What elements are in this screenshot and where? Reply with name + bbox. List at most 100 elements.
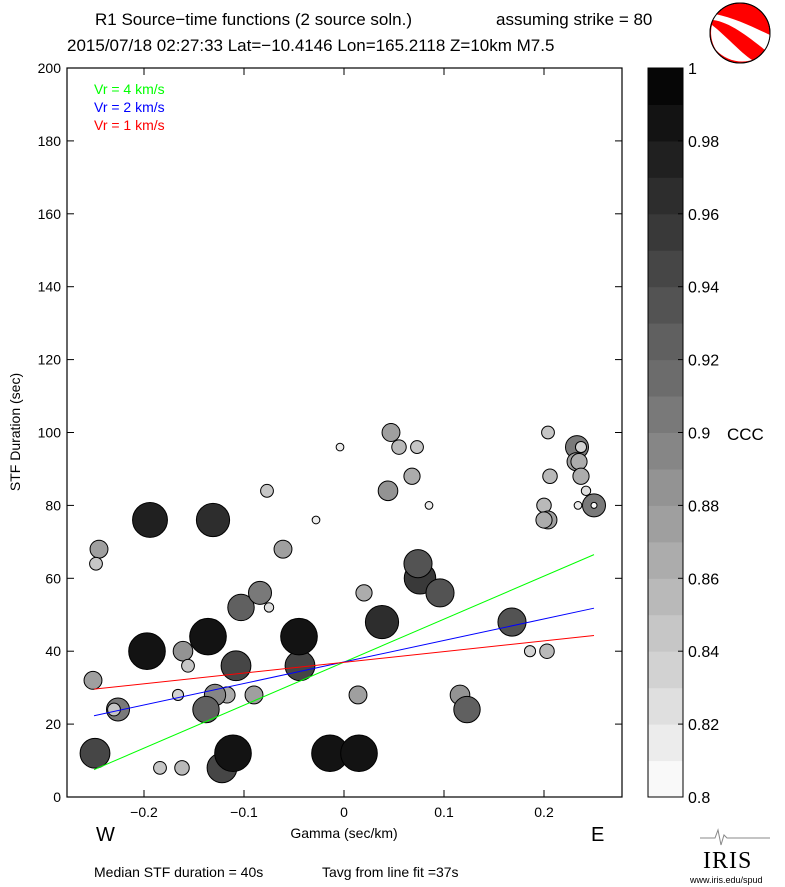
data-point (424, 501, 434, 510)
iris-logo-text: IRIS (703, 848, 752, 874)
x-axis-label: Gamma (sec/km) (290, 825, 397, 841)
data-point (364, 604, 400, 640)
data-point (535, 511, 553, 529)
data-point (220, 650, 252, 682)
data-point (590, 501, 598, 509)
colorbar-tick-label: 0.98 (688, 134, 719, 151)
data-point (192, 695, 220, 724)
data-point (89, 556, 103, 571)
data-point (539, 643, 555, 659)
strike-label: assuming strike = 80 (496, 10, 652, 29)
x-tick-label: 0.2 (534, 804, 554, 820)
colorbar-tick-label: 0.94 (688, 280, 719, 297)
colorbar-band (648, 651, 683, 689)
y-tick-label: 20 (45, 716, 61, 732)
colorbar-tick-label: 0.96 (688, 207, 719, 224)
colorbar-band (648, 177, 683, 215)
tavg-fit: Tavg from line fit =37s (322, 864, 459, 880)
data-point (536, 497, 552, 514)
colorbar-tick-label: 0.9 (688, 426, 710, 443)
colorbar: 0.8 0.82 0.84 0.86 0.88 0.9 0.92 0.94 0.96 0.98 1 (647, 61, 719, 807)
legend-entry: Vr = 4 km/s (94, 81, 165, 97)
fit-line (93, 635, 595, 690)
colorbar-band (648, 286, 683, 324)
data-point (340, 734, 378, 773)
y-tick-label: 160 (38, 206, 62, 222)
data-point (403, 467, 421, 485)
east-label: E (591, 824, 604, 846)
data-point (574, 441, 588, 454)
beachball-icon (709, 2, 771, 64)
data-point (89, 539, 109, 559)
data-point (189, 617, 227, 656)
y-tick-label: 60 (45, 570, 61, 586)
west-label: W (96, 824, 115, 846)
colorbar-band (648, 250, 683, 288)
data-point (248, 580, 272, 605)
colorbar-tick-label: 0.82 (688, 717, 719, 734)
data-point (280, 617, 318, 656)
data-point (227, 593, 255, 622)
data-point (311, 515, 321, 525)
data-point (263, 602, 275, 613)
colorbar-band (648, 104, 683, 142)
title: R1 Source−time functions (2 source soln.… (95, 10, 412, 29)
event-info: 2015/07/18 02:27:33 Lat=−10.4146 Lon=165… (67, 36, 554, 55)
colorbar-band (648, 140, 683, 178)
data-point (171, 688, 185, 701)
data-point (79, 737, 111, 769)
y-tick-label: 40 (45, 643, 61, 659)
colorbar-tick-label: 0.86 (688, 571, 719, 588)
iris-logo: IRIS www.iris.edu/spud (689, 828, 770, 885)
colorbar-band (648, 359, 683, 397)
colorbar-tick-label: 0.84 (688, 644, 719, 661)
data-point (355, 584, 373, 602)
y-tick-label: 140 (38, 279, 62, 295)
data-point (377, 480, 399, 502)
colorbar-band (648, 614, 683, 652)
x-tick-label: −0.2 (130, 804, 158, 820)
y-tick-label: 120 (38, 352, 62, 368)
data-point (425, 578, 455, 608)
data-point (497, 607, 527, 637)
colorbar-band (648, 432, 683, 470)
y-tick-label: 180 (38, 133, 62, 149)
colorbar-band (648, 468, 683, 506)
colorbar-band (648, 724, 683, 762)
plot-area: Vr = 4 km/s Vr = 2 km/s Vr = 1 km/s −0.2 −0.… (38, 60, 623, 820)
colorbar-tick-label: 0.88 (688, 498, 719, 515)
data-point (391, 439, 407, 455)
x-tick-label: 0 (340, 804, 348, 820)
data-point (541, 425, 555, 440)
y-tick-label: 100 (38, 425, 62, 441)
data-point (260, 483, 274, 498)
data-point (523, 645, 537, 658)
data-point (195, 502, 231, 538)
colorbar-tick-label: 0.92 (688, 353, 719, 370)
colorbar-label: CCC (727, 425, 764, 444)
colorbar-band (648, 396, 683, 433)
data-point (153, 760, 167, 775)
colorbar-band (648, 687, 683, 725)
colorbar-band (648, 541, 683, 579)
colorbar-tick-label: 1 (688, 61, 697, 78)
colorbar-band (648, 68, 683, 105)
data-point (580, 485, 592, 497)
plot-frame (66, 67, 623, 798)
data-point (107, 702, 121, 717)
legend-entry: Vr = 2 km/s (94, 99, 165, 115)
data-point (348, 685, 368, 705)
legend-entry: Vr = 1 km/s (94, 117, 165, 133)
colorbar-band (648, 505, 683, 543)
data-point (381, 423, 401, 442)
data-point (410, 440, 424, 454)
data-point (132, 502, 168, 538)
colorbar-band (648, 760, 683, 798)
colorbar-tick-label: 0.8 (688, 790, 710, 807)
data-point (181, 658, 195, 673)
data-point (128, 632, 166, 671)
data-point (214, 734, 252, 773)
median-stf: Median STF duration = 40s (94, 864, 263, 880)
x-tick-label: 0.1 (434, 804, 454, 820)
